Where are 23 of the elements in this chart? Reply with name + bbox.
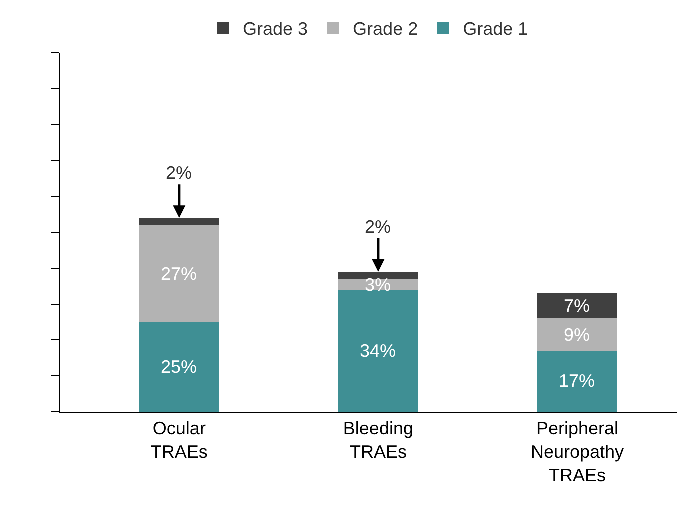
- x-tick-label: Ocular TRAEs: [150, 418, 208, 462]
- bar: [140, 322, 220, 412]
- bar: [538, 294, 618, 319]
- bar: [538, 318, 618, 351]
- data-label: 3%: [365, 275, 392, 295]
- legend-label: Grade 1: [463, 19, 528, 40]
- annotation: 2%: [365, 217, 392, 237]
- data-label: 7%: [564, 296, 590, 316]
- x-tick-label: Peripheral Neuropathy TRAEs: [530, 418, 624, 486]
- legend-label: Grade 3: [243, 19, 308, 40]
- annotation: 2%: [166, 163, 192, 183]
- bar: [338, 272, 418, 280]
- data-label: 27%: [161, 264, 198, 284]
- legend-label: Grade 2: [353, 19, 418, 40]
- data-label: 25%: [161, 357, 198, 377]
- data-label: 9%: [564, 325, 590, 345]
- x-tick-label: Bleeding TRAEs: [343, 418, 414, 462]
- bar: [140, 218, 220, 226]
- bar: [338, 290, 418, 412]
- bar: [538, 350, 618, 412]
- data-label: 17%: [559, 371, 596, 391]
- data-label: 34%: [360, 341, 396, 361]
- bar: [140, 225, 220, 322]
